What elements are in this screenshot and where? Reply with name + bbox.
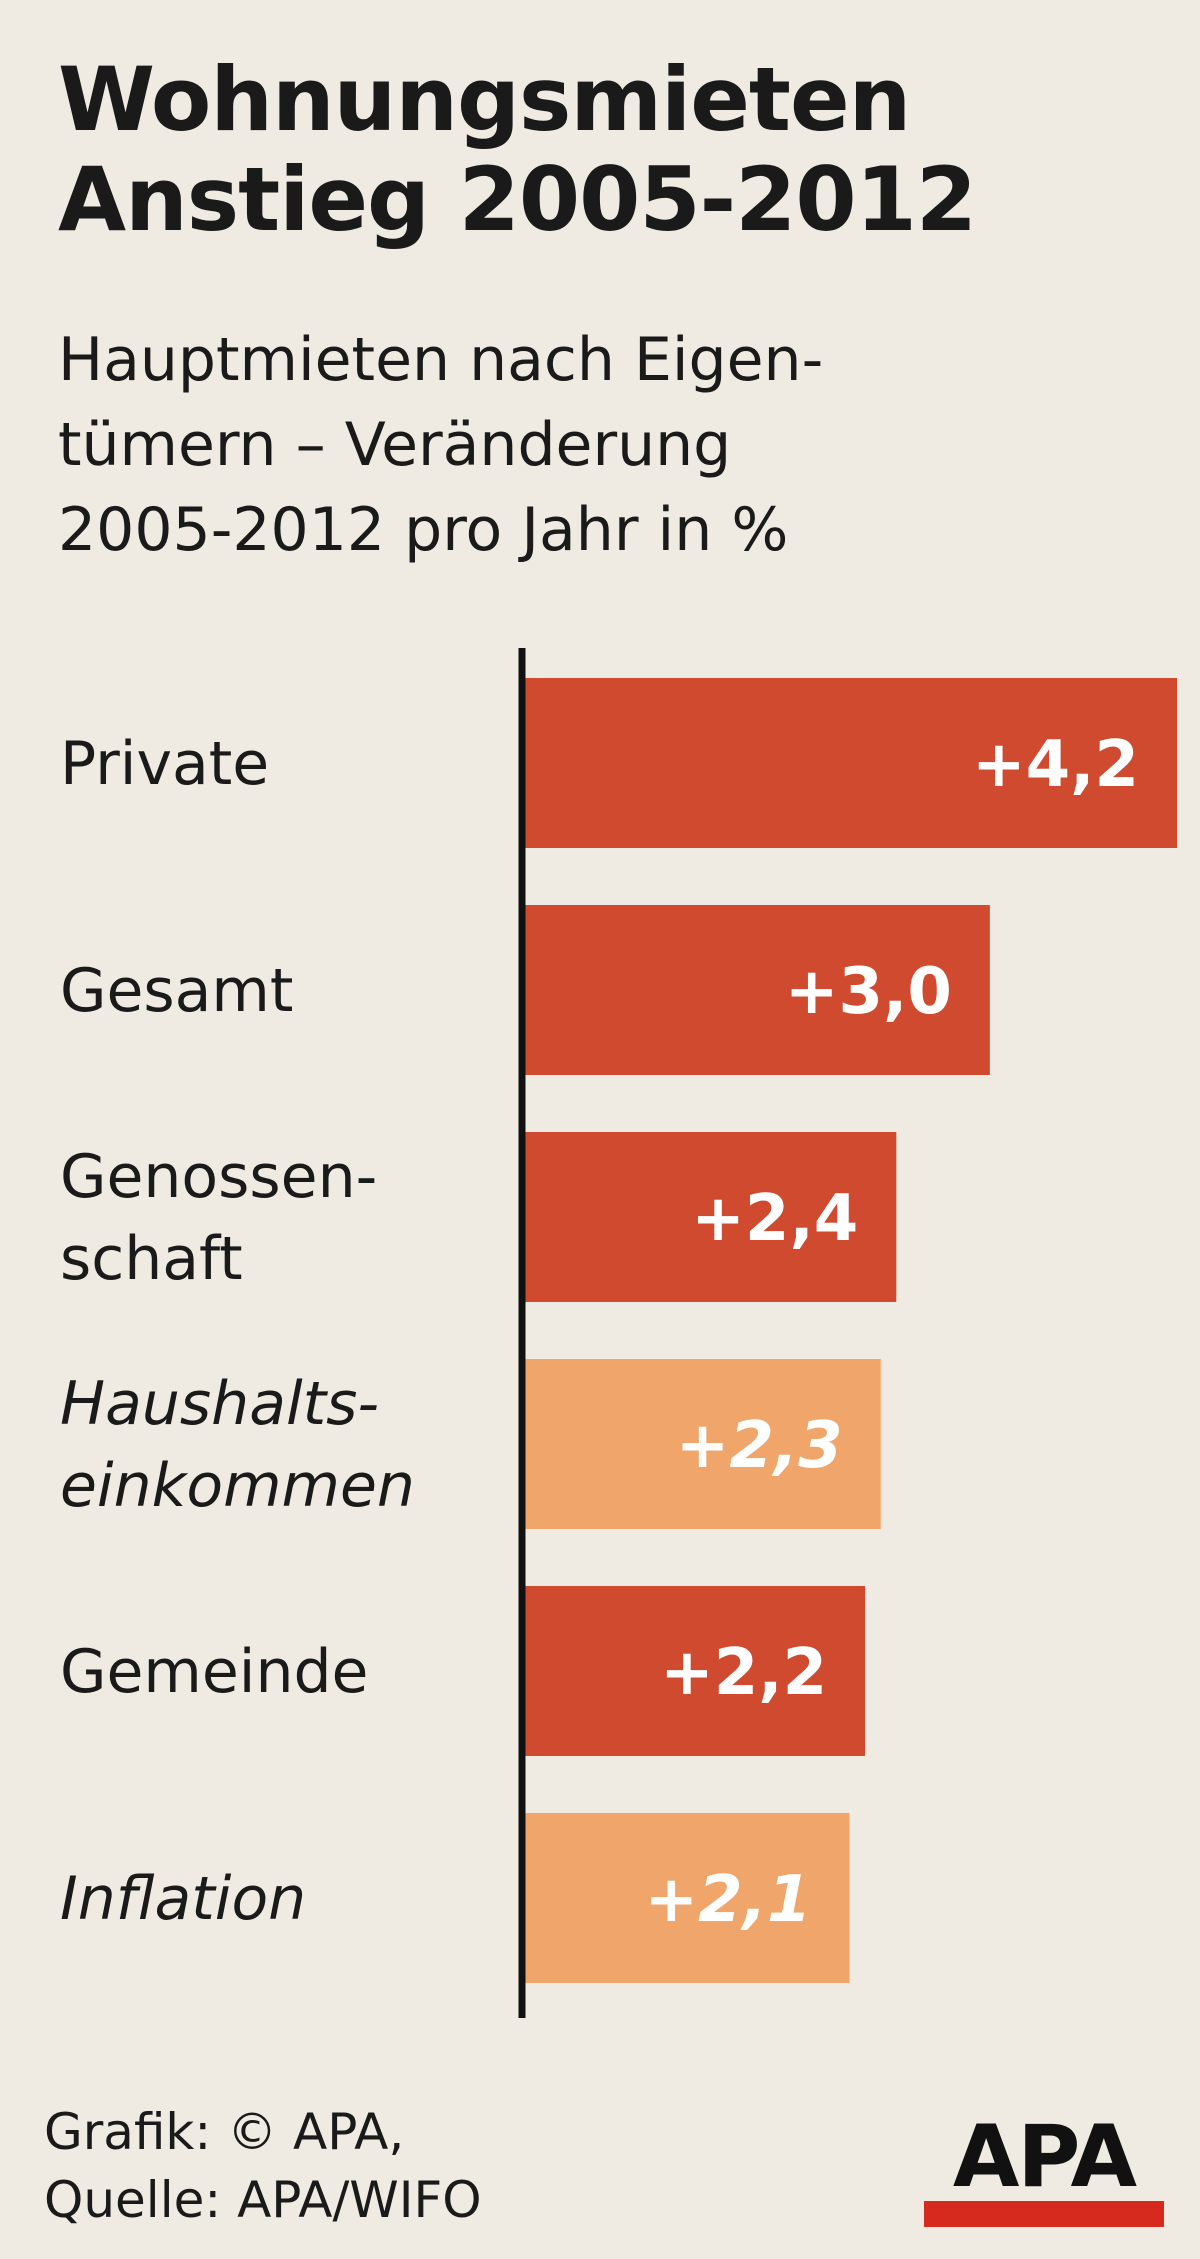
- value-label-2: +2,4: [691, 1182, 858, 1256]
- value-label-4: +2,2: [660, 1636, 827, 1710]
- category-label-4: Gemeinde: [60, 1637, 368, 1707]
- bar-4: [522, 1586, 866, 1756]
- value-label-3: +2,3: [676, 1409, 843, 1483]
- bar-chart: +4,2 Private +3,0 Gesamt +2,4 Genossen-schaft…: [60, 648, 1177, 2018]
- chart-subtitle: Hauptmieten nach Eigen- tümern – Verände…: [58, 325, 824, 565]
- category-label-1: Gesamt: [60, 956, 293, 1026]
- apa-logo: APA: [920, 2107, 1168, 2227]
- bar-0: [522, 678, 1177, 848]
- bar-3: [522, 1359, 881, 1529]
- source-credit: Grafik: © APA, Quelle: APA/WIFO: [44, 2103, 482, 2229]
- chart-title: Wohnungsmieten Anstieg 2005-2012: [58, 48, 977, 251]
- category-label-0: Private: [60, 729, 269, 799]
- apa-logo-bar: [924, 2201, 1164, 2227]
- bar-5: [522, 1813, 850, 1983]
- value-label-5: +2,1: [645, 1863, 812, 1937]
- value-label-1: +3,0: [785, 955, 952, 1029]
- value-label-0: +4,2: [972, 728, 1139, 802]
- bar-2: [522, 1132, 897, 1302]
- apa-logo-text: APA: [952, 2107, 1137, 2207]
- category-label-3: Haushalts-einkommen: [60, 1369, 415, 1521]
- category-label-2: Genossen-schaft: [60, 1142, 377, 1294]
- category-label-5: Inflation: [60, 1864, 306, 1934]
- bar-1: [522, 905, 990, 1075]
